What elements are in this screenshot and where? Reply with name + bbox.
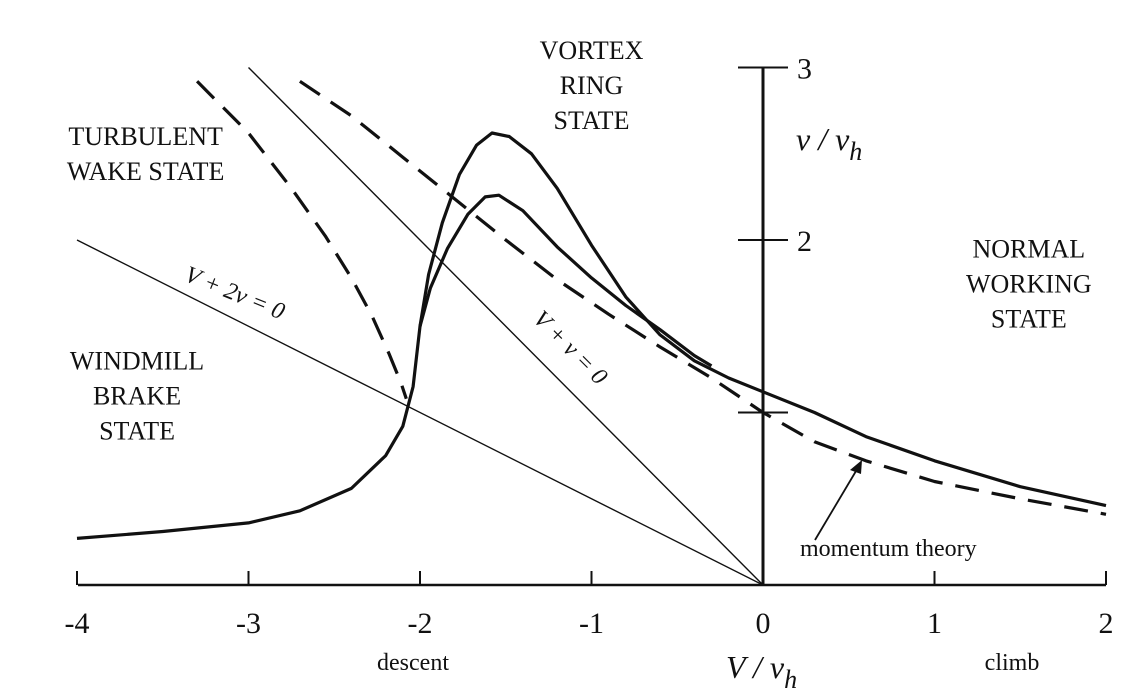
region-label: WINDMILL BRAKE STATE	[70, 346, 204, 445]
y-tick-label: 2	[797, 225, 812, 258]
annotation-arrowhead	[850, 460, 862, 474]
dashed-curve-0	[195, 80, 408, 400]
x-tick-label: 1	[927, 607, 942, 640]
x-tick-label: 0	[756, 607, 771, 640]
x-ticks: -4 -3 -2 -1 0 1 2	[65, 571, 1114, 640]
solid-curve-3	[418, 193, 713, 368]
x-tick-label: 2	[1099, 607, 1114, 640]
reference-line-1	[248, 67, 764, 586]
x-axis-label: V / vh	[726, 649, 797, 694]
region-label: NORMAL WORKING STATE	[966, 234, 1092, 333]
dashed-curve-1	[299, 79, 1107, 516]
line-label-v-plus-2nu: V + 2ν = 0	[181, 262, 288, 326]
x-tick-label: -1	[579, 607, 604, 640]
y-ticks: 23	[738, 53, 812, 414]
region-label: VORTEX RING STATE	[540, 36, 644, 135]
y-tick-label: 3	[797, 53, 812, 86]
climb-label: climb	[985, 650, 1040, 676]
reference-lines	[76, 67, 764, 586]
solid-curve-2	[76, 131, 1107, 540]
region-labels: TURBULENT WAKE STATE VORTEX RING STATE NORMAL…	[67, 36, 1092, 446]
curves	[76, 79, 1107, 540]
reference-line-0	[76, 239, 764, 586]
y-axis-label: v / vh	[796, 121, 862, 166]
x-tick-label: -3	[236, 607, 261, 640]
region-label: TURBULENT WAKE STATE	[67, 122, 225, 186]
annotation-arrow-line	[814, 465, 860, 541]
descent-label: descent	[377, 650, 449, 676]
x-tick-label: -4	[65, 607, 90, 640]
momentum-theory-label: momentum theory	[800, 536, 977, 562]
line-label-v-plus-nu: V + ν = 0	[528, 306, 612, 390]
x-tick-label: -2	[408, 607, 433, 640]
